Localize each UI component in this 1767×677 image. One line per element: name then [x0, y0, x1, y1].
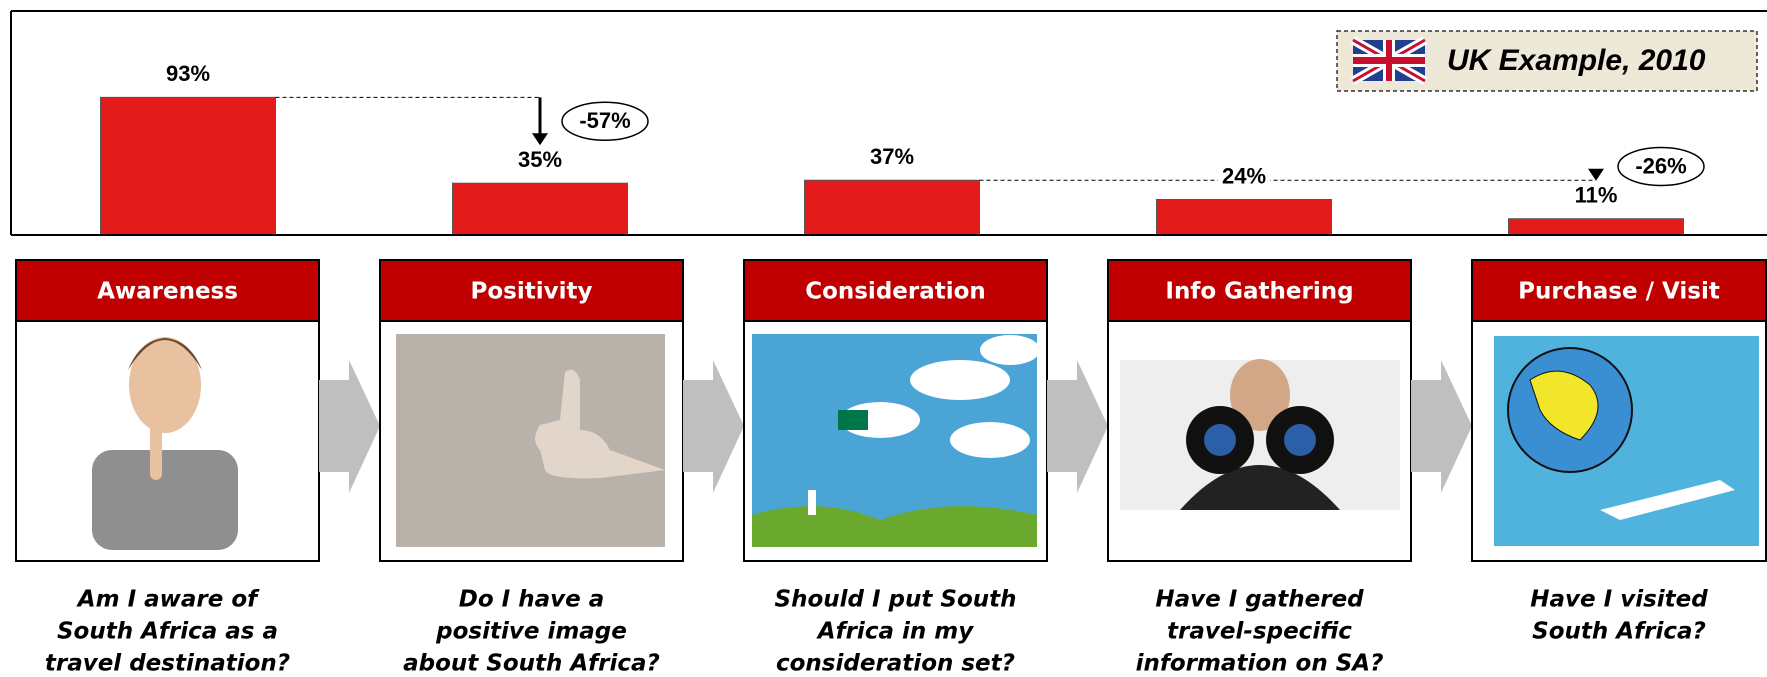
bar	[101, 97, 276, 235]
chevron	[1411, 360, 1472, 493]
stage-question: information on SA?	[1136, 651, 1384, 677]
stage-title: Positivity	[471, 279, 593, 305]
uk-flag	[1353, 40, 1425, 81]
chart: UK Example, 2010 -57% -26% 93% 35% 37% 24% 11%…	[0, 0, 1767, 677]
stage-question: Do I have a	[459, 587, 604, 613]
value-label: 93%	[166, 61, 210, 86]
stage-title: Awareness	[97, 279, 238, 305]
stage-question: Am I aware of	[76, 587, 260, 613]
bar	[1509, 219, 1684, 235]
stage-question: South Africa as a	[57, 619, 278, 645]
chevron	[683, 360, 744, 493]
chevron	[1047, 360, 1108, 493]
annotation-label: -26%	[1635, 153, 1686, 178]
bar	[805, 180, 980, 235]
stage-title: Consideration	[805, 279, 986, 305]
value-label: 11%	[1575, 183, 1618, 208]
stage-question: Should I put South	[775, 587, 1017, 613]
value-label: 24%	[1222, 163, 1266, 188]
illustration-binoculars	[1120, 359, 1400, 510]
value-label: 37%	[870, 144, 914, 169]
stage-question: Have I visited	[1530, 587, 1708, 613]
arrow-head	[532, 133, 548, 145]
illustration-person	[90, 330, 240, 550]
page: UK Example, 2010 -57% -26% 93% 35% 37% 24% 11%…	[0, 0, 1767, 677]
stage-question: consideration set?	[776, 651, 1015, 677]
stage-question: about South Africa?	[403, 651, 660, 677]
stage-question: Have I gathered	[1155, 587, 1364, 613]
stage-question: positive image	[435, 619, 627, 645]
stage-question: Africa in my	[816, 619, 974, 645]
bar	[1157, 199, 1332, 235]
stage-question: South Africa?	[1532, 619, 1706, 645]
illustration-globe	[1494, 336, 1759, 546]
chevron	[319, 360, 380, 493]
annotation-label: -57%	[579, 108, 630, 133]
stage-title: Purchase / Visit	[1518, 279, 1720, 305]
bar	[453, 183, 628, 235]
stage-title: Info Gathering	[1165, 279, 1353, 305]
stage-question: travel-specific	[1167, 619, 1352, 645]
value-label: 35%	[518, 147, 562, 172]
stage-question: travel destination?	[45, 651, 290, 677]
illustration-clouds	[752, 334, 1040, 547]
subtitle: UK Example, 2010	[1447, 44, 1706, 77]
illustration-thumb	[396, 334, 665, 547]
arrow-head	[1588, 169, 1604, 181]
